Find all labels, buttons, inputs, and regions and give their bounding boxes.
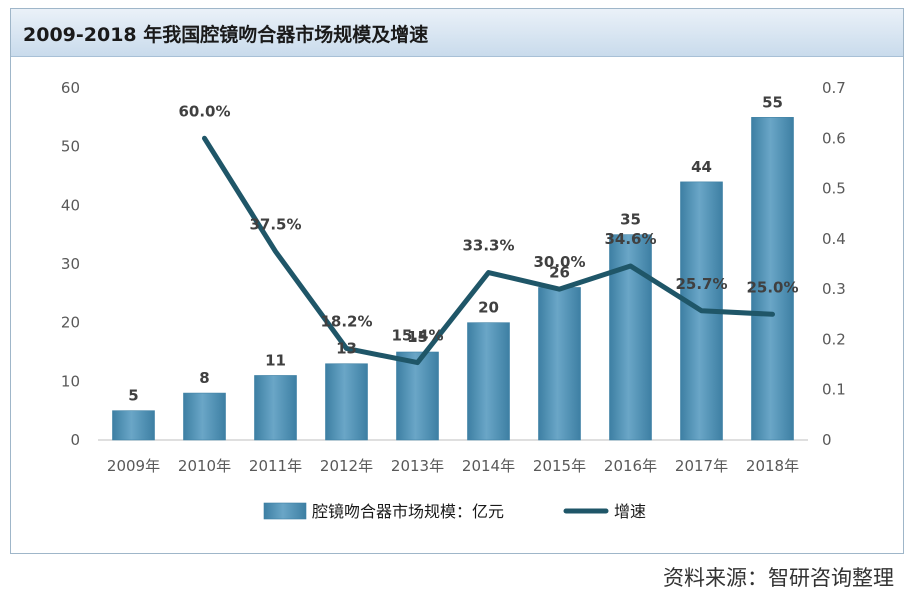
- bar-value-label: 35: [620, 211, 641, 229]
- x-tick-label: 2016年: [604, 457, 657, 475]
- bar: [254, 375, 297, 441]
- bar-value-label: 5: [128, 387, 138, 405]
- y-right-tick-label: 0.6: [822, 129, 846, 147]
- bar-value-label: 15: [407, 328, 428, 346]
- x-tick-label: 2009年: [107, 457, 160, 475]
- bar-value-label: 11: [265, 351, 286, 369]
- x-tick-label: 2014年: [462, 457, 515, 475]
- bar-value-label: 20: [478, 299, 499, 317]
- y-left-tick-label: 60: [61, 79, 80, 97]
- y-right-tick-label: 0.7: [822, 79, 846, 97]
- bar-value-label: 8: [199, 369, 209, 387]
- source-note: 资料来源：智研咨询整理: [663, 566, 894, 590]
- x-tick-label: 2018年: [746, 457, 799, 475]
- growth-value-label: 30.0%: [533, 253, 585, 271]
- growth-value-label: 25.0%: [746, 278, 798, 296]
- bar-value-label: 55: [762, 93, 783, 111]
- y-left-tick-label: 30: [61, 255, 80, 273]
- growth-value-label: 25.7%: [675, 275, 727, 293]
- title-bar: 2009-2018 年我国腔镜吻合器市场规模及增速: [11, 9, 903, 57]
- y-left-tick-label: 10: [61, 372, 80, 390]
- x-tick-label: 2010年: [178, 457, 231, 475]
- growth-value-label: 15.4%: [391, 327, 443, 345]
- growth-value-label: 60.0%: [178, 102, 230, 120]
- y-left-tick-label: 50: [61, 138, 80, 156]
- y-right-tick-label: 0: [822, 431, 832, 449]
- growth-value-label: 37.5%: [249, 215, 301, 233]
- growth-value-label: 33.3%: [462, 237, 514, 255]
- y-left-tick-label: 20: [61, 314, 80, 332]
- legend-bar-label: 腔镜吻合器市场规模：亿元: [312, 502, 504, 521]
- chart-title: 2009-2018 年我国腔镜吻合器市场规模及增速: [23, 24, 429, 46]
- y-right-tick-label: 0.3: [822, 280, 846, 298]
- growth-line: [202, 135, 775, 366]
- y-right-tick-label: 0.1: [822, 381, 846, 399]
- x-tick-label: 2011年: [249, 457, 302, 475]
- y-left-tick-label: 0: [70, 431, 80, 449]
- growth-value-label: 18.2%: [320, 312, 372, 330]
- y-right-tick-label: 0.2: [822, 330, 846, 348]
- bar-value-label: 26: [549, 263, 570, 281]
- bar: [467, 322, 510, 441]
- bar: [325, 363, 368, 441]
- x-tick-label: 2012年: [320, 457, 373, 475]
- growth-value-label: 34.6%: [604, 230, 656, 248]
- bar: [751, 117, 794, 441]
- x-tick-label: 2017年: [675, 457, 728, 475]
- y-right-tick-label: 0.4: [822, 230, 846, 248]
- bar-value-label: 44: [691, 158, 712, 176]
- legend-line-label: 增速: [614, 502, 646, 521]
- x-tick-label: 2015年: [533, 457, 586, 475]
- bar-value-label: 13: [336, 340, 357, 358]
- bar: [112, 410, 155, 441]
- x-tick-label: 2013年: [391, 457, 444, 475]
- y-right-tick-label: 0.5: [822, 180, 846, 198]
- bar: [396, 351, 439, 441]
- bar: [538, 287, 581, 441]
- y-left-tick-label: 40: [61, 196, 80, 214]
- legend-bar-swatch: [263, 502, 307, 520]
- bar: [183, 392, 226, 441]
